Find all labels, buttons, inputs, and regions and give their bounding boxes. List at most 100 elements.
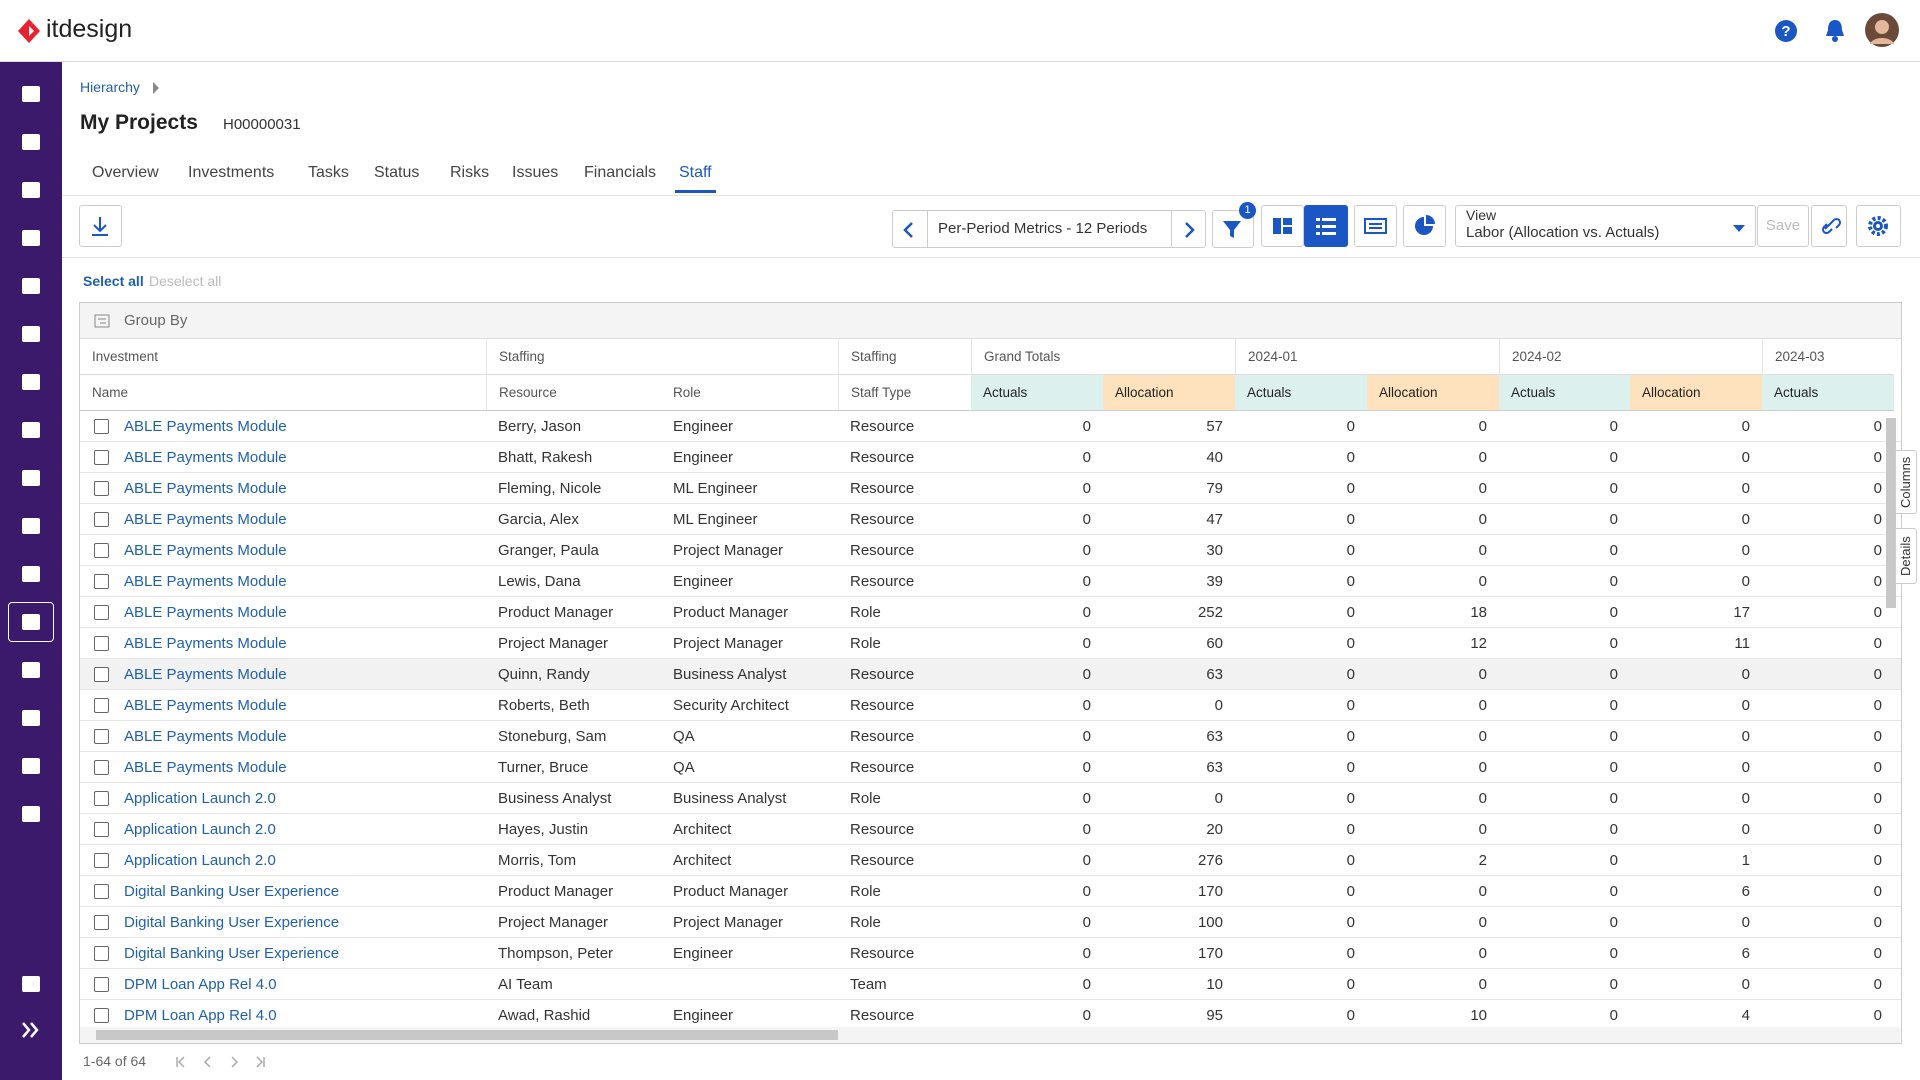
investment-link[interactable]: ABLE Payments Module	[124, 635, 287, 652]
period-selector[interactable]: Per-Period Metrics - 12 Periods	[892, 210, 1206, 248]
checkbox[interactable]	[94, 884, 109, 899]
side-tab[interactable]: Columns	[1895, 450, 1917, 514]
investment-link[interactable]: ABLE Payments Module	[124, 697, 287, 714]
checkbox[interactable]	[94, 512, 109, 527]
column-header[interactable]: Staff Type	[838, 375, 971, 411]
nav-icon[interactable]	[19, 514, 43, 538]
nav-icon[interactable]	[19, 178, 43, 202]
nav-icon[interactable]	[19, 418, 43, 442]
row[interactable]	[80, 876, 1901, 907]
settings-button[interactable]	[1856, 205, 1901, 247]
tab[interactable]: Risks	[450, 164, 490, 181]
investment-link[interactable]: Digital Banking User Experience	[124, 914, 340, 931]
help-icon[interactable]: ?	[1774, 19, 1798, 43]
row[interactable]	[80, 690, 1901, 721]
pagination-nav[interactable]	[175, 1054, 275, 1070]
column-header[interactable]: Actuals	[971, 375, 1103, 411]
investment-link[interactable]: ABLE Payments Module	[124, 418, 287, 435]
investment-link[interactable]: ABLE Payments Module	[124, 759, 287, 776]
investment-link[interactable]: DPM Loan App Rel 4.0	[124, 1007, 277, 1024]
column-header[interactable]: Allocation	[1103, 375, 1235, 411]
row[interactable]	[80, 721, 1901, 752]
investment-link[interactable]: DPM Loan App Rel 4.0	[124, 976, 277, 993]
column-header[interactable]: Actuals	[1762, 375, 1894, 411]
chart-view-button[interactable]	[1403, 205, 1446, 247]
investment-link[interactable]: Digital Banking User Experience	[124, 945, 340, 962]
column-header[interactable]: Allocation	[1630, 375, 1762, 411]
save-button[interactable]: Save	[1757, 205, 1809, 247]
row[interactable]	[80, 597, 1901, 628]
nav-icon[interactable]	[19, 1018, 43, 1042]
nav-icon[interactable]	[19, 658, 43, 682]
h-scrollbar[interactable]	[80, 1027, 1900, 1043]
investment-link[interactable]: ABLE Payments Module	[124, 728, 287, 745]
deselect-all[interactable]: Deselect all	[149, 273, 222, 289]
row[interactable]	[80, 535, 1901, 566]
side-tab[interactable]: Details	[1895, 528, 1917, 584]
checkbox[interactable]	[94, 822, 109, 837]
row[interactable]	[80, 566, 1901, 597]
investment-link[interactable]: ABLE Payments Module	[124, 604, 287, 621]
view-select[interactable]: View Labor (Allocation vs. Actuals)	[1455, 205, 1756, 247]
row[interactable]	[80, 504, 1901, 535]
nav-icon[interactable]	[19, 82, 43, 106]
checkbox[interactable]	[94, 760, 109, 775]
nav-icon[interactable]	[19, 226, 43, 250]
nav-icon[interactable]	[19, 754, 43, 778]
nav-icon[interactable]	[19, 274, 43, 298]
row[interactable]	[80, 845, 1901, 876]
tab[interactable]: Staff	[675, 164, 716, 193]
row[interactable]	[80, 969, 1901, 1000]
investment-link[interactable]: Digital Banking User Experience	[124, 883, 340, 900]
nav-icon[interactable]	[19, 562, 43, 586]
investment-link[interactable]: Application Launch 2.0	[124, 821, 276, 838]
tab[interactable]: Overview	[92, 164, 159, 181]
tab[interactable]: Financials	[584, 164, 657, 181]
row[interactable]	[80, 411, 1901, 442]
tab[interactable]: Issues	[512, 164, 559, 181]
investment-link[interactable]: ABLE Payments Module	[124, 573, 287, 590]
list-view-button[interactable]	[1304, 205, 1348, 247]
row[interactable]	[80, 752, 1901, 783]
column-header[interactable]: Resource	[486, 375, 661, 411]
row[interactable]	[80, 814, 1901, 845]
checkbox[interactable]	[94, 915, 109, 930]
breadcrumb[interactable]: Hierarchy	[80, 79, 140, 95]
row[interactable]	[80, 783, 1901, 814]
checkbox[interactable]	[94, 636, 109, 651]
tab[interactable]: Tasks	[308, 164, 349, 181]
column-header[interactable]: Actuals	[1235, 375, 1367, 411]
nav-icon[interactable]	[19, 610, 43, 634]
nav-icon[interactable]	[19, 972, 43, 996]
row[interactable]	[80, 659, 1901, 690]
nav-icon[interactable]	[19, 130, 43, 154]
row[interactable]	[80, 628, 1901, 659]
column-header[interactable]: Allocation	[1367, 375, 1499, 411]
checkbox[interactable]	[94, 977, 109, 992]
checkbox[interactable]	[94, 605, 109, 620]
board-view-button[interactable]	[1261, 205, 1304, 247]
investment-link[interactable]: Application Launch 2.0	[124, 790, 276, 807]
nav-icon[interactable]	[19, 466, 43, 490]
investment-link[interactable]: ABLE Payments Module	[124, 480, 287, 497]
nav-icon[interactable]	[19, 370, 43, 394]
select-all[interactable]: Select all	[83, 273, 144, 289]
investment-link[interactable]: ABLE Payments Module	[124, 511, 287, 528]
link-button[interactable]	[1811, 205, 1847, 247]
notifications-icon[interactable]	[1823, 18, 1847, 44]
nav-icon[interactable]	[19, 322, 43, 346]
nav-icon[interactable]	[19, 802, 43, 826]
checkbox[interactable]	[94, 481, 109, 496]
checkbox[interactable]	[94, 853, 109, 868]
nav-icon[interactable]	[19, 706, 43, 730]
row[interactable]	[80, 938, 1901, 969]
checkbox[interactable]	[94, 791, 109, 806]
checkbox[interactable]	[94, 1008, 109, 1023]
investment-link[interactable]: Application Launch 2.0	[124, 852, 276, 869]
column-header[interactable]: Name	[80, 375, 486, 411]
row[interactable]	[80, 442, 1901, 473]
checkbox[interactable]	[94, 574, 109, 589]
export-button[interactable]	[79, 205, 122, 247]
checkbox[interactable]	[94, 543, 109, 558]
checkbox[interactable]	[94, 698, 109, 713]
